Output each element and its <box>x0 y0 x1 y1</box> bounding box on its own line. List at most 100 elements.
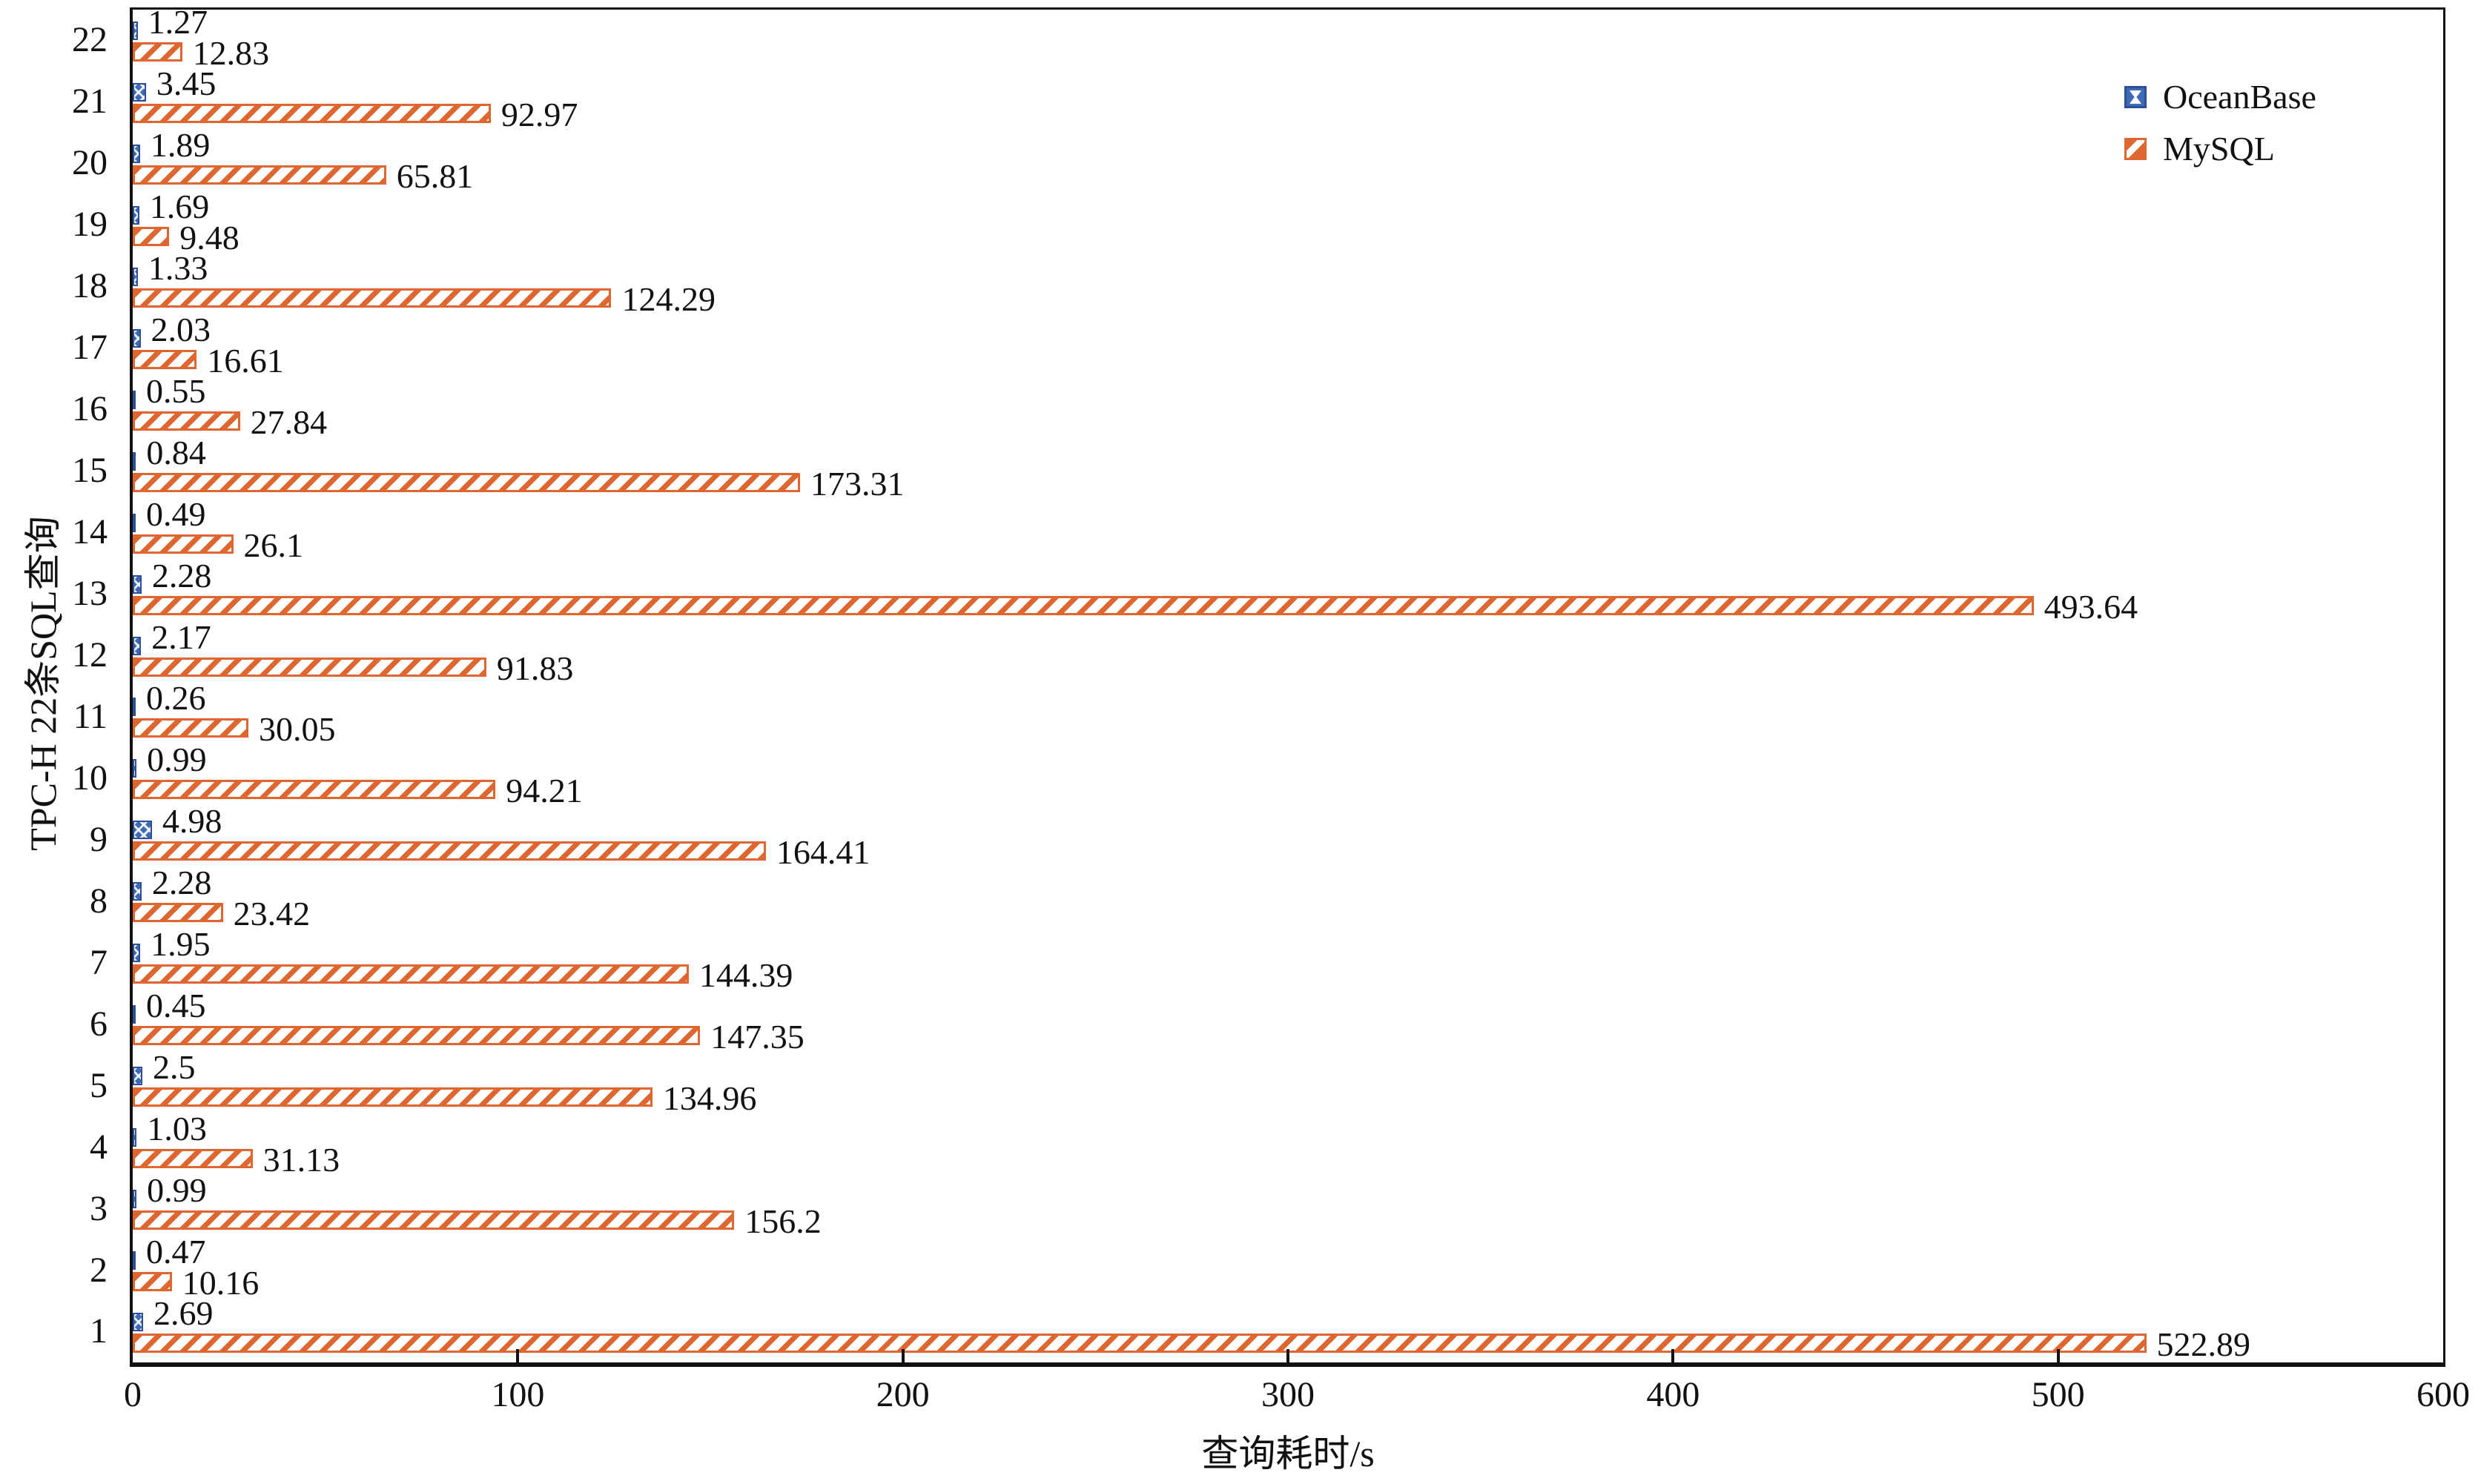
mysql-bar <box>133 534 234 554</box>
category-label: 13 <box>72 574 108 614</box>
oceanbase-bar <box>133 451 136 471</box>
bar-row: 8 2.28 23.42 <box>90 866 2443 932</box>
bar-row: 2 0.47 10.16 <box>90 1235 2443 1302</box>
legend-label-oceanbase: OceanBase <box>2163 78 2316 116</box>
oceanbase-bar <box>133 574 142 594</box>
bar-row: 9 4.98 164.41 <box>90 804 2443 872</box>
bar-row: 11 0.26 30.05 <box>73 681 2443 747</box>
oceanbase-value-label: 2.28 <box>151 864 212 902</box>
category-label: 16 <box>72 389 108 429</box>
mysql-bar <box>133 1026 701 1046</box>
mysql-bar <box>133 103 491 123</box>
oceanbase-value-label: 1.33 <box>148 248 208 287</box>
mysql-bar <box>133 349 197 369</box>
x-tick-label: 100 <box>491 1375 545 1414</box>
oceanbase-value-label: 0.49 <box>146 494 206 533</box>
oceanbase-value-label: 1.27 <box>148 3 208 41</box>
legend-item-mysql: MySQL <box>2124 130 2316 168</box>
category-label: 7 <box>90 942 108 982</box>
bar-row: 7 1.95 144.39 <box>90 927 2443 995</box>
legend-label-mysql: MySQL <box>2163 130 2275 168</box>
bar-row: 12 2.17 91.83 <box>72 620 2443 686</box>
mysql-value-label: 156.2 <box>744 1202 822 1241</box>
mysql-bar <box>133 657 486 677</box>
category-label: 20 <box>72 143 108 183</box>
oceanbase-value-label: 0.84 <box>146 433 206 471</box>
mysql-bar <box>133 780 496 800</box>
y-axis-title: TPC-H 22条SQL查询 <box>22 516 64 851</box>
bar-row: 1 2.69 522.89 <box>90 1296 2443 1364</box>
mysql-bar <box>133 964 689 984</box>
bar-row: 10 0.99 94.21 <box>72 743 2443 810</box>
x-axis-tick <box>1671 1349 1675 1362</box>
oceanbase-value-label: 1.89 <box>150 125 211 164</box>
oceanbase-value-label: 2.5 <box>152 1048 196 1087</box>
oceanbase-bar <box>133 944 141 963</box>
category-label: 12 <box>72 635 108 675</box>
x-axis-tick <box>1286 1349 1289 1362</box>
oceanbase-bar <box>133 821 152 840</box>
x-tick-label: 500 <box>2031 1375 2085 1414</box>
mysql-value-label: 10.16 <box>182 1264 260 1302</box>
oceanbase-bar <box>133 82 146 102</box>
category-label: 1 <box>90 1311 108 1351</box>
category-label: 2 <box>90 1250 108 1290</box>
category-label: 4 <box>90 1127 108 1167</box>
legend-item-oceanbase: OceanBase <box>2124 78 2316 116</box>
mysql-value-label: 31.13 <box>262 1141 340 1179</box>
oceanbase-bar <box>133 698 136 717</box>
category-label: 11 <box>73 696 108 736</box>
mysql-value-label: 92.97 <box>501 95 578 133</box>
oceanbase-value-label: 0.99 <box>147 741 207 779</box>
oceanbase-bar <box>133 1190 137 1209</box>
oceanbase-value-label: 1.69 <box>149 187 210 225</box>
bar-row: 14 0.49 26.1 <box>72 497 2443 563</box>
x-tick-label: 0 <box>124 1375 142 1414</box>
bar-row: 4 1.03 31.13 <box>90 1112 2443 1179</box>
category-label: 3 <box>90 1188 108 1228</box>
mysql-value-label: 27.84 <box>250 403 328 441</box>
mysql-value-label: 65.81 <box>396 156 474 195</box>
mysql-value-label: 164.41 <box>776 833 871 872</box>
category-label: 17 <box>72 328 108 368</box>
x-axis-tick <box>2056 1349 2060 1362</box>
bar-row: 6 0.45 147.35 <box>90 989 2443 1056</box>
mysql-bar <box>133 42 182 62</box>
category-label: 8 <box>90 881 108 921</box>
bar-row: 22 1.27 12.83 <box>72 5 2443 71</box>
oceanbase-bar <box>133 1313 143 1332</box>
category-label: 9 <box>90 819 108 859</box>
mysql-bar <box>133 1149 253 1169</box>
oceanbase-bar <box>133 390 136 409</box>
oceanbase-bar <box>133 144 140 163</box>
oceanbase-value-label: 3.45 <box>156 64 217 102</box>
oceanbase-value-label: 2.69 <box>153 1294 214 1333</box>
oceanbase-value-label: 2.03 <box>151 310 211 348</box>
oceanbase-bar <box>133 1128 137 1147</box>
mysql-value-label: 522.89 <box>2156 1325 2251 1364</box>
bar-row: 13 2.28 493.64 <box>72 558 2443 625</box>
mysql-value-label: 147.35 <box>710 1018 805 1056</box>
oceanbase-value-label: 0.99 <box>147 1171 207 1210</box>
oceanbase-bar <box>133 1067 142 1086</box>
bar-row: 21 3.45 92.97 <box>72 66 2443 133</box>
category-label: 18 <box>72 266 108 306</box>
oceanbase-bar <box>133 21 138 40</box>
oceanbase-value-label: 1.95 <box>151 925 211 964</box>
oceanbase-value-label: 1.03 <box>147 1110 207 1148</box>
oceanbase-bar <box>133 1251 136 1271</box>
x-tick-label: 400 <box>1646 1375 1700 1414</box>
mysql-value-label: 144.39 <box>698 956 793 995</box>
x-axis-tick <box>516 1349 520 1362</box>
oceanbase-bar <box>133 882 142 901</box>
oceanbase-value-label: 0.45 <box>146 987 206 1025</box>
bars-container: 22 1.27 12.83 2 1 3.45 92.97 20 1.89 65.81 19 1.69 9… <box>72 5 2443 1364</box>
mysql-bar <box>133 1334 2147 1354</box>
mysql-value-label: 94.21 <box>506 772 583 810</box>
bar-row: 19 1.69 9.48 <box>72 189 2443 256</box>
mysql-bar <box>133 903 223 923</box>
oceanbase-bar <box>133 1005 136 1024</box>
x-tick-label: 600 <box>2416 1375 2470 1414</box>
mysql-value-label: 134.96 <box>662 1079 757 1118</box>
category-label: 6 <box>90 1004 108 1044</box>
